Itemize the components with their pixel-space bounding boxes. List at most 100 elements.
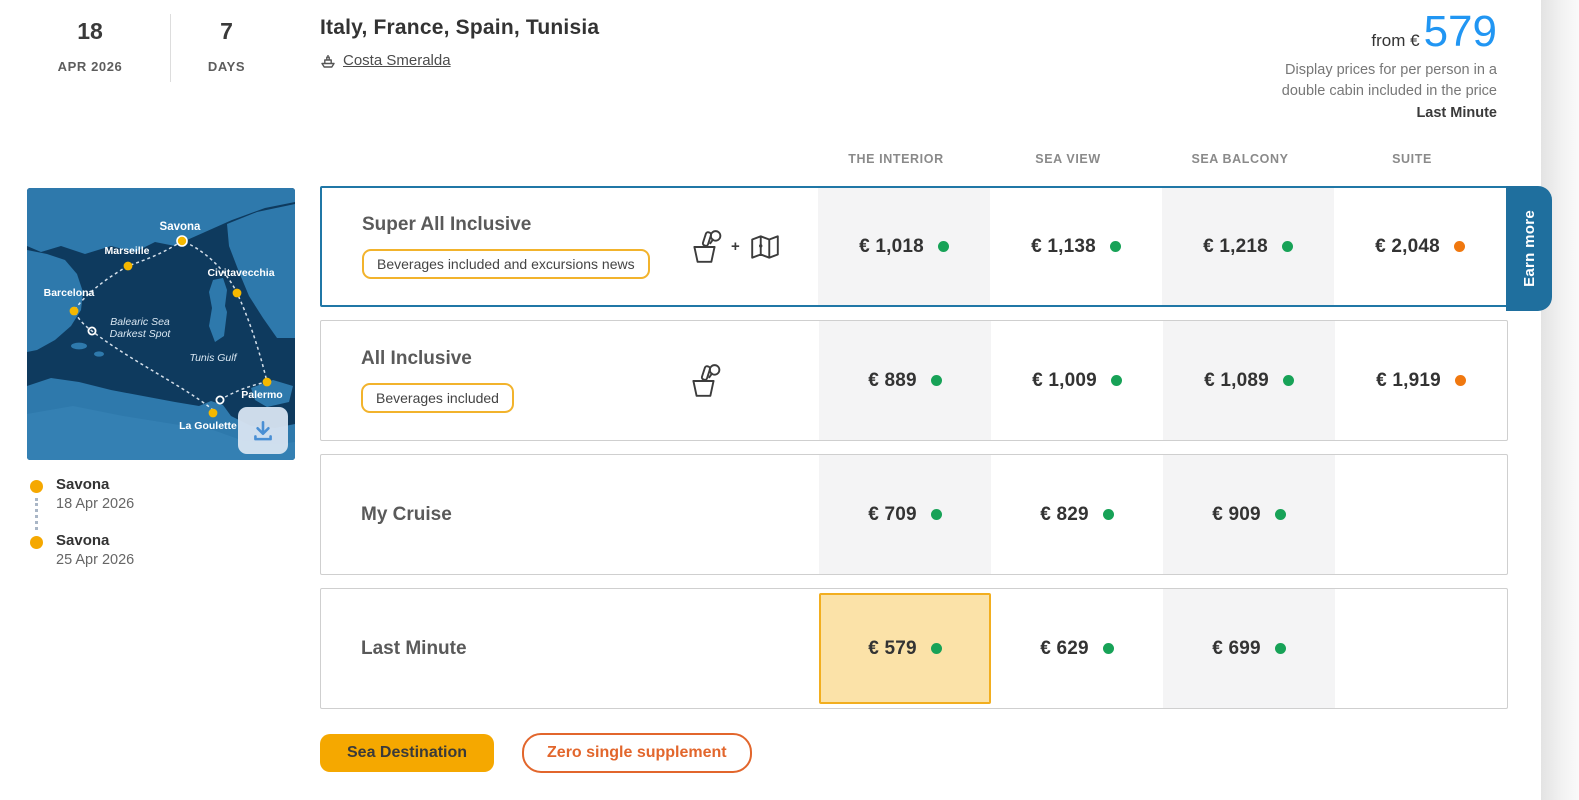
availability-dot xyxy=(930,509,942,520)
fare-name: All Inclusive xyxy=(361,348,472,369)
price-cell-sea-balcony[interactable]: € 1,089 xyxy=(1163,321,1335,440)
cruise-duration: 7 DAYS xyxy=(184,18,269,74)
price-cell-suite-empty xyxy=(1335,589,1507,708)
from-label: from € xyxy=(1371,31,1420,50)
price-cell-sea-view[interactable]: € 1,138 xyxy=(990,188,1162,305)
map-label-savona: Savona xyxy=(160,221,202,233)
column-header-sea-view: SEA VIEW xyxy=(1035,152,1101,166)
port-dot xyxy=(30,480,43,493)
availability-dot xyxy=(930,643,942,654)
map-label-balearic-2: Darkest Spot xyxy=(110,328,172,340)
price-amount: € 829 xyxy=(1040,503,1089,525)
fare-info: All Inclusive Beverages included xyxy=(321,321,819,440)
earn-more-tab[interactable]: Earn more xyxy=(1506,186,1552,311)
price-amount: € 699 xyxy=(1212,637,1261,659)
price-amount: € 1,138 xyxy=(1031,235,1096,257)
price-note: Display prices for per person in a doubl… xyxy=(1281,62,1497,99)
price-cell-interior-selected[interactable]: € 579 xyxy=(819,593,991,704)
price-amount: € 1,919 xyxy=(1376,369,1441,391)
availability-dot xyxy=(1281,241,1293,252)
fare-table: Super All Inclusive Beverages included a… xyxy=(320,186,1552,722)
price-amount: € 1,009 xyxy=(1032,369,1097,391)
price-amount: € 909 xyxy=(1212,503,1261,525)
availability-dot xyxy=(1282,375,1294,386)
price-amount: € 2,048 xyxy=(1375,235,1440,257)
from-price: 579 xyxy=(1423,7,1497,56)
duration-unit: DAYS xyxy=(207,59,246,74)
cabin-column-headers: THE INTERIOR SEA VIEW SEA BALCONY SUITE xyxy=(810,152,1498,166)
map-label-tunis-gulf: Tunis Gulf xyxy=(189,352,237,364)
fare-info: My Cruise xyxy=(321,455,819,574)
map-label-palermo: Palermo xyxy=(241,389,282,401)
price-cell-sea-view[interactable]: € 829 xyxy=(991,455,1163,574)
map-label-balearic-1: Balearic Sea xyxy=(110,316,170,328)
header-divider xyxy=(170,14,171,82)
fare-name: My Cruise xyxy=(361,503,452,525)
map-download-button[interactable] xyxy=(238,407,288,454)
price-cell-interior[interactable]: € 1,018 xyxy=(818,188,990,305)
price-amount: € 709 xyxy=(868,503,917,525)
price-cell-suite[interactable]: € 2,048 xyxy=(1334,188,1506,305)
price-cell-sea-view[interactable]: € 1,009 xyxy=(991,321,1163,440)
port-dot xyxy=(30,536,43,549)
page-title: Italy, France, Spain, Tunisia xyxy=(320,16,600,39)
availability-dot xyxy=(1102,509,1114,520)
beverage-icon xyxy=(688,229,722,265)
map-label-marseille: Marseille xyxy=(105,245,150,257)
beverage-icon xyxy=(687,363,721,399)
column-header-interior: THE INTERIOR xyxy=(848,152,944,166)
departure-date: 18 APR 2026 xyxy=(28,18,152,74)
plus-glyph: + xyxy=(731,238,740,255)
fare-info: Last Minute xyxy=(321,589,819,708)
price-cell-suite[interactable]: € 1,919 xyxy=(1335,321,1507,440)
availability-dot xyxy=(1109,241,1121,252)
fare-icons xyxy=(687,363,721,399)
price-cell-sea-balcony[interactable]: € 699 xyxy=(1163,589,1335,708)
availability-dot xyxy=(1454,375,1466,386)
sea-destination-tag[interactable]: Sea Destination xyxy=(320,734,495,772)
stop-date: 25 Apr 2026 xyxy=(56,552,135,568)
page-edge-strip xyxy=(1541,0,1579,800)
port-dots xyxy=(69,235,272,418)
map-label-la-goulette: La Goulette xyxy=(179,420,237,432)
price-amount: € 1,218 xyxy=(1203,235,1268,257)
cruise-header: Italy, France, Spain, Tunisia Costa Smer… xyxy=(320,16,599,69)
price-amount: € 889 xyxy=(868,369,917,391)
fare-info: Super All Inclusive Beverages included a… xyxy=(322,188,818,305)
price-note-emphasis: Last Minute xyxy=(1416,105,1497,121)
zero-single-supplement-tag[interactable]: Zero single supplement xyxy=(522,733,752,773)
map-label-barcelona: Barcelona xyxy=(44,287,95,299)
price-amount: € 629 xyxy=(1040,637,1089,659)
fare-name: Last Minute xyxy=(361,637,467,659)
availability-dot xyxy=(1453,241,1465,252)
fare-row-last-minute[interactable]: Last Minute € 579 € 629 € 699 xyxy=(320,588,1508,709)
footer-tags: Sea Destination Zero single supplement xyxy=(320,733,752,773)
itinerary-stop: Savona 18 Apr 2026 xyxy=(30,476,134,530)
itinerary-stop: Savona 25 Apr 2026 xyxy=(30,532,134,576)
price-cell-sea-view[interactable]: € 629 xyxy=(991,589,1163,708)
availability-dot xyxy=(1274,509,1286,520)
ship-icon xyxy=(320,53,336,69)
fare-icons: + xyxy=(688,229,781,265)
price-cell-interior[interactable]: € 709 xyxy=(819,455,991,574)
price-cell-suite-empty xyxy=(1335,455,1507,574)
column-header-sea-balcony: SEA BALCONY xyxy=(1191,152,1289,166)
fare-badge: Beverages included xyxy=(361,383,514,413)
fare-row-my-cruise[interactable]: My Cruise € 709 € 829 € 909 xyxy=(320,454,1508,575)
itinerary-connector xyxy=(35,498,38,530)
price-cell-interior[interactable]: € 889 xyxy=(819,321,991,440)
availability-dot xyxy=(930,375,942,386)
itinerary-map: Savona Marseille Civitavecchia Barcelona… xyxy=(27,188,295,460)
ship-link[interactable]: Costa Smeralda xyxy=(343,52,451,69)
excursion-map-icon xyxy=(749,233,781,261)
price-cell-sea-balcony[interactable]: € 909 xyxy=(1163,455,1335,574)
itinerary-list: Savona 18 Apr 2026 Savona 25 Apr 2026 xyxy=(30,476,134,576)
fare-name: Super All Inclusive xyxy=(362,214,532,235)
fare-row-super-all-inclusive[interactable]: Super All Inclusive Beverages included a… xyxy=(320,186,1552,311)
price-amount: € 579 xyxy=(868,637,917,659)
departure-day: 18 xyxy=(77,18,103,44)
availability-dot xyxy=(1110,375,1122,386)
availability-dot xyxy=(1274,643,1286,654)
price-cell-sea-balcony[interactable]: € 1,218 xyxy=(1162,188,1334,305)
fare-row-all-inclusive[interactable]: All Inclusive Beverages included € 889 €… xyxy=(320,320,1508,441)
